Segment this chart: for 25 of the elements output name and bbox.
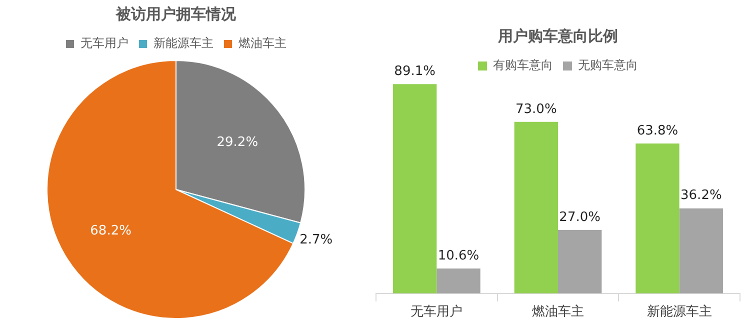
- bar: [679, 208, 724, 294]
- legend-label: 无购车意向: [578, 58, 638, 72]
- x-tick-label: 新能源车主: [646, 304, 712, 320]
- bar: [636, 144, 680, 294]
- legend-label: 新能源车主: [154, 36, 214, 50]
- legend-label: 燃油车主: [238, 36, 286, 50]
- legend-label: 无车用户: [80, 36, 128, 50]
- data-label: 36.2%: [680, 188, 722, 204]
- data-label: 29.2%: [216, 134, 258, 150]
- legend-label: 有购车意向: [493, 58, 553, 72]
- data-label: 73.0%: [516, 102, 557, 117]
- data-label: 63.8%: [636, 123, 678, 138]
- data-label: 27.0%: [559, 210, 600, 225]
- x-tick-label: 燃油车主: [532, 304, 584, 320]
- bar: [558, 230, 602, 294]
- chart-title: 用户购车意向比例: [497, 26, 618, 45]
- bar: [514, 122, 558, 294]
- chart-title: 被访用户拥车情况: [115, 4, 237, 23]
- data-label: 2.7%: [300, 232, 333, 248]
- data-label: 10.6%: [438, 248, 480, 264]
- x-tick-label: 无车用户: [410, 304, 463, 320]
- bar: [436, 268, 480, 294]
- data-label: 68.2%: [90, 224, 132, 239]
- data-label: 89.1%: [394, 64, 436, 79]
- bar: [392, 84, 437, 294]
